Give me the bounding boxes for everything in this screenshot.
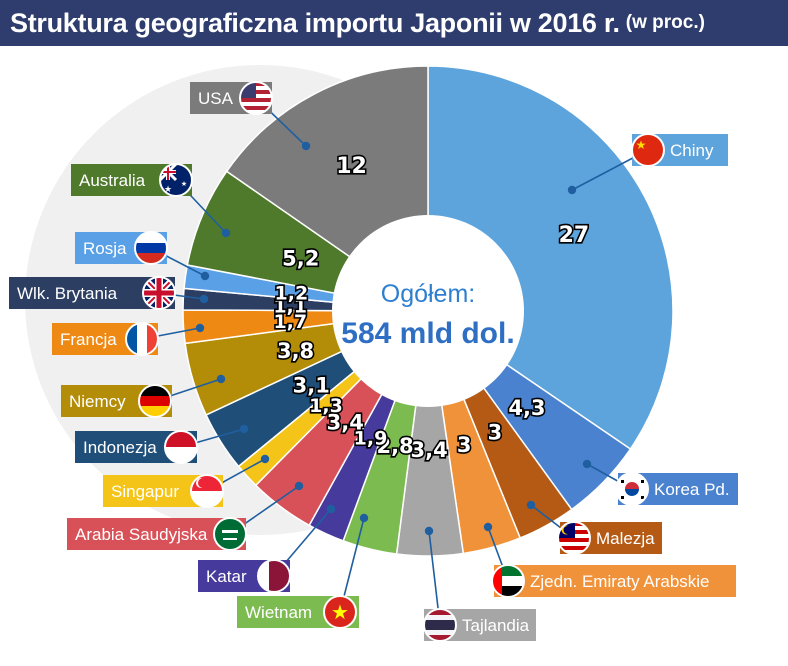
label-box xyxy=(494,565,736,597)
pie-chart: 274,3333,42,81,93,41,33,13,81,71,11,25,2… xyxy=(9,65,738,642)
category-label: Niemcy xyxy=(69,392,126,411)
label-francja: Francja xyxy=(52,322,159,356)
label-chiny: Chiny ★ xyxy=(631,133,728,167)
germany-flag-icon xyxy=(138,384,172,418)
leader-dot xyxy=(294,481,304,491)
leader-dot xyxy=(424,526,434,536)
leader-dot xyxy=(195,323,205,333)
label-tajlandia: Tajlandia xyxy=(423,608,536,642)
label-indonezja: Indonezja xyxy=(75,430,198,464)
label-katar: Katar xyxy=(198,559,291,593)
qatar-flag-icon xyxy=(257,559,291,593)
label-korea-pd-: Korea Pd. xyxy=(615,472,738,506)
data-label: 5,2 xyxy=(282,247,319,271)
leader-dot xyxy=(216,374,226,384)
category-label: Australia xyxy=(79,171,146,190)
pie-slice-chiny xyxy=(427,65,674,451)
leader-dot xyxy=(301,141,311,151)
data-label: 1,3 xyxy=(309,395,343,417)
leader-dot xyxy=(260,454,270,464)
category-label: Katar xyxy=(206,567,247,586)
center-title: Ogółem: xyxy=(381,280,475,308)
leader-dot xyxy=(582,459,592,469)
china-flag-icon: ★ xyxy=(631,133,665,167)
svg-text:★: ★ xyxy=(164,184,172,194)
svg-text:★: ★ xyxy=(636,138,647,152)
category-label: Malezja xyxy=(596,529,655,548)
label-zjedn-emiraty-arabskie: Zjedn. Emiraty Arabskie xyxy=(491,564,736,598)
data-label: 27 xyxy=(559,223,590,248)
category-label: USA xyxy=(198,89,234,108)
label-malezja: Malezja xyxy=(557,521,662,555)
category-label: Chiny xyxy=(670,141,714,160)
label-rosja: Rosja xyxy=(75,231,168,265)
australia-flag-icon: ★ ★ xyxy=(159,163,193,197)
category-label: Rosja xyxy=(83,239,127,258)
svg-text:★: ★ xyxy=(181,180,187,188)
center-circle xyxy=(332,215,524,407)
data-label: 3,8 xyxy=(277,339,314,363)
label-niemcy: Niemcy xyxy=(61,384,172,418)
leader-dot xyxy=(483,522,493,532)
category-label: Indonezja xyxy=(83,438,157,457)
leader-dot xyxy=(326,504,336,514)
singapore-flag-icon xyxy=(190,474,224,508)
uae-flag-icon xyxy=(491,564,525,598)
vietnam-flag-icon: ★ xyxy=(323,595,357,629)
category-label: Zjedn. Emiraty Arabskie xyxy=(530,572,710,591)
label-singapur: Singapur xyxy=(103,474,224,508)
malaysia-flag-icon xyxy=(557,521,591,555)
data-label: 3,4 xyxy=(411,438,448,462)
data-label: 3 xyxy=(457,433,472,457)
data-label: 3 xyxy=(488,421,503,445)
leader-dot xyxy=(567,185,577,195)
chart-title: Struktura geograficzna importu Japonii w… xyxy=(10,7,620,38)
category-label: Singapur xyxy=(111,482,179,501)
label-wietnam: Wietnam ★ xyxy=(237,595,359,629)
label-australia: Australia ★ ★ xyxy=(71,163,193,197)
saudi-arabia-flag-icon xyxy=(213,517,247,551)
data-label: 3,4 xyxy=(327,410,364,434)
data-label: 1,7 xyxy=(273,311,307,333)
category-label: Wietnam xyxy=(245,603,312,622)
category-label: Tajlandia xyxy=(462,616,530,635)
category-label: Arabia Saudyjska xyxy=(75,525,208,544)
russia-flag-icon xyxy=(134,231,168,265)
leader-dot xyxy=(199,294,209,304)
leader-dot xyxy=(200,271,210,281)
indonesia-flag-icon xyxy=(164,430,198,464)
data-label: 1,1 xyxy=(273,295,307,317)
france-flag-icon xyxy=(125,322,159,356)
category-label: Francja xyxy=(60,330,117,349)
label-wlk-brytania: Wlk. Brytania xyxy=(9,276,176,310)
data-label: 12 xyxy=(336,154,367,179)
leader-dot xyxy=(239,424,249,434)
uk-flag-icon xyxy=(142,276,176,310)
usa-flag-icon xyxy=(239,81,273,115)
data-label: 3,1 xyxy=(293,374,330,398)
data-label: 4,3 xyxy=(508,396,545,420)
data-label: 1,9 xyxy=(354,427,388,449)
title-bar: Struktura geograficzna importu Japonii w… xyxy=(0,0,788,46)
data-label: 2,8 xyxy=(376,434,413,458)
data-label: 1,2 xyxy=(275,283,309,305)
label-usa: USA xyxy=(190,81,273,115)
leader-dot xyxy=(526,500,536,510)
leader-dot xyxy=(221,228,231,238)
svg-text:★: ★ xyxy=(331,602,349,624)
thailand-flag-icon xyxy=(423,608,457,642)
label-arabia-saudyjska: Arabia Saudyjska xyxy=(67,517,247,551)
category-label: Wlk. Brytania xyxy=(17,284,118,303)
south-korea-flag-icon xyxy=(615,472,649,506)
chart-unit: (w proc.) xyxy=(625,12,705,33)
center-total: 584 mld dol. xyxy=(341,317,514,350)
leader-dot xyxy=(359,513,369,523)
category-label: Korea Pd. xyxy=(654,480,730,499)
